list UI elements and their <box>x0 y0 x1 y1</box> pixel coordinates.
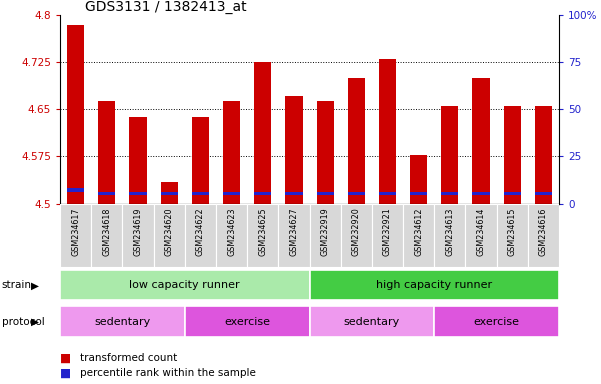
Bar <box>99 101 115 204</box>
Bar <box>410 192 427 195</box>
Bar <box>60 270 310 300</box>
Text: GSM232919: GSM232919 <box>320 208 329 257</box>
Bar <box>60 306 185 337</box>
Text: strain: strain <box>2 280 32 290</box>
Text: protocol: protocol <box>2 317 44 327</box>
Bar <box>192 192 209 195</box>
Bar <box>379 59 396 204</box>
Bar <box>154 204 185 267</box>
Bar <box>535 192 552 195</box>
Text: GSM234616: GSM234616 <box>539 208 548 256</box>
Bar <box>278 204 310 267</box>
Bar <box>185 204 216 267</box>
Bar <box>441 192 459 195</box>
Text: GSM234627: GSM234627 <box>290 208 299 257</box>
Bar <box>310 306 435 337</box>
Text: exercise: exercise <box>224 316 270 327</box>
Bar <box>317 101 334 204</box>
Text: transformed count: transformed count <box>80 353 177 363</box>
Bar <box>434 204 465 267</box>
Text: ■: ■ <box>60 351 72 364</box>
Text: high capacity runner: high capacity runner <box>376 280 492 290</box>
Bar <box>129 192 147 195</box>
Text: low capacity runner: low capacity runner <box>129 280 240 290</box>
Text: ▶: ▶ <box>31 280 39 290</box>
Bar <box>403 204 434 267</box>
Bar <box>91 204 123 267</box>
Bar <box>504 192 520 195</box>
Bar <box>160 192 178 195</box>
Text: GSM234614: GSM234614 <box>477 208 486 256</box>
Bar <box>535 106 552 204</box>
Text: GSM232921: GSM232921 <box>383 208 392 257</box>
Text: ■: ■ <box>60 367 72 380</box>
Bar <box>216 204 247 267</box>
Bar <box>434 306 559 337</box>
Text: GSM234613: GSM234613 <box>445 208 454 256</box>
Bar <box>160 182 178 204</box>
Text: exercise: exercise <box>474 316 520 327</box>
Bar <box>441 106 459 204</box>
Bar <box>99 192 115 195</box>
Text: percentile rank within the sample: percentile rank within the sample <box>80 368 256 378</box>
Bar <box>496 204 528 267</box>
Bar <box>472 78 490 204</box>
Bar <box>341 204 372 267</box>
Text: GSM232920: GSM232920 <box>352 208 361 257</box>
Bar <box>185 306 310 337</box>
Bar <box>129 117 147 204</box>
Bar <box>348 192 365 195</box>
Bar <box>223 101 240 204</box>
Text: GSM234622: GSM234622 <box>196 208 205 257</box>
Text: GSM234619: GSM234619 <box>133 208 142 256</box>
Text: ▶: ▶ <box>31 317 39 327</box>
Bar <box>223 192 240 195</box>
Text: GSM234617: GSM234617 <box>71 208 80 256</box>
Bar <box>285 96 302 204</box>
Text: GDS3131 / 1382413_at: GDS3131 / 1382413_at <box>85 0 246 14</box>
Bar <box>60 204 91 267</box>
Text: sedentary: sedentary <box>344 316 400 327</box>
Bar <box>254 62 271 204</box>
Bar <box>67 188 84 192</box>
Bar <box>465 204 496 267</box>
Bar <box>310 204 341 267</box>
Text: GSM234625: GSM234625 <box>258 208 267 257</box>
Bar <box>372 204 403 267</box>
Bar <box>247 204 278 267</box>
Bar <box>504 106 520 204</box>
Bar <box>192 117 209 204</box>
Text: GSM234612: GSM234612 <box>414 208 423 256</box>
Bar <box>528 204 559 267</box>
Bar <box>472 192 490 195</box>
Bar <box>410 155 427 204</box>
Text: GSM234618: GSM234618 <box>102 208 111 256</box>
Bar <box>285 192 302 195</box>
Bar <box>348 78 365 204</box>
Text: sedentary: sedentary <box>94 316 151 327</box>
Text: GSM234615: GSM234615 <box>508 208 517 256</box>
Bar <box>379 192 396 195</box>
Bar <box>317 192 334 195</box>
Bar <box>123 204 154 267</box>
Bar <box>67 25 84 204</box>
Text: GSM234623: GSM234623 <box>227 208 236 256</box>
Text: GSM234620: GSM234620 <box>165 208 174 256</box>
Bar <box>254 192 271 195</box>
Bar <box>310 270 559 300</box>
